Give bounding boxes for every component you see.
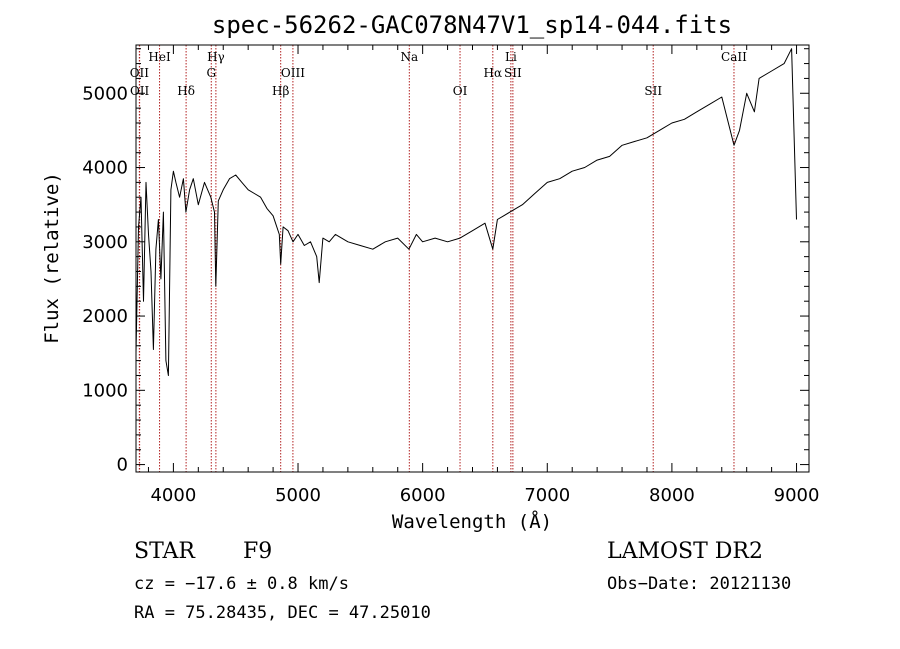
line-marker-label: Hα [484,66,503,80]
y-tick-label: 0 [117,455,128,476]
line-marker-label: G [206,66,216,80]
observation-date: Obs−Date: 20121130 [607,574,792,594]
spectrum-series [136,48,797,376]
spectrum-line [136,48,797,376]
survey-name: LAMOST DR2 [607,539,763,564]
y-axis: 0 1000 2000 3000 4000 5000 [82,48,809,476]
x-tick-label: 9000 [774,485,820,506]
line-marker-label: Hγ [207,50,225,64]
y-tick-label: 2000 [82,306,128,327]
x-tick-label: 5000 [275,485,321,506]
y-tick-label: 5000 [82,83,128,104]
line-marker-label: CaII [721,50,747,64]
x-axis-label: Wavelength (Å) [392,510,552,533]
x-tick-label: 4000 [150,485,196,506]
y-tick-label: 3000 [82,232,128,253]
coordinates-info: RA = 75.28435, DEC = 47.25010 [134,603,431,623]
object-class: STAR [134,539,195,564]
line-marker-label: SII [504,66,522,80]
object-subclass: F9 [243,539,273,564]
x-tick-label: 8000 [649,485,695,506]
line-marker-label: Hβ [272,84,289,98]
x-tick-label: 6000 [400,485,446,506]
line-marker-label: SII [644,84,662,98]
line-marker-label: Na [400,50,418,64]
y-tick-label: 1000 [82,380,128,401]
line-marker-label: OIII [281,66,305,80]
line-marker-label: OI [453,84,468,98]
line-marker-label: Hδ [177,84,195,98]
line-marker-label: OII [130,84,150,98]
x-axis: 4000 5000 6000 7000 8000 9000 [147,45,820,506]
plot-frame [135,44,810,473]
chart-title: spec-56262-GAC078N47V1_sp14-044.fits [212,11,732,39]
line-marker-label: Li [505,50,517,64]
redshift-info: cz = −17.6 ± 0.8 km/s [134,574,349,594]
x-tick-label: 7000 [524,485,570,506]
y-tick-label: 4000 [82,158,128,179]
line-marker-label: HeI [148,50,171,64]
y-axis-label: Flux (relative) [41,172,63,344]
